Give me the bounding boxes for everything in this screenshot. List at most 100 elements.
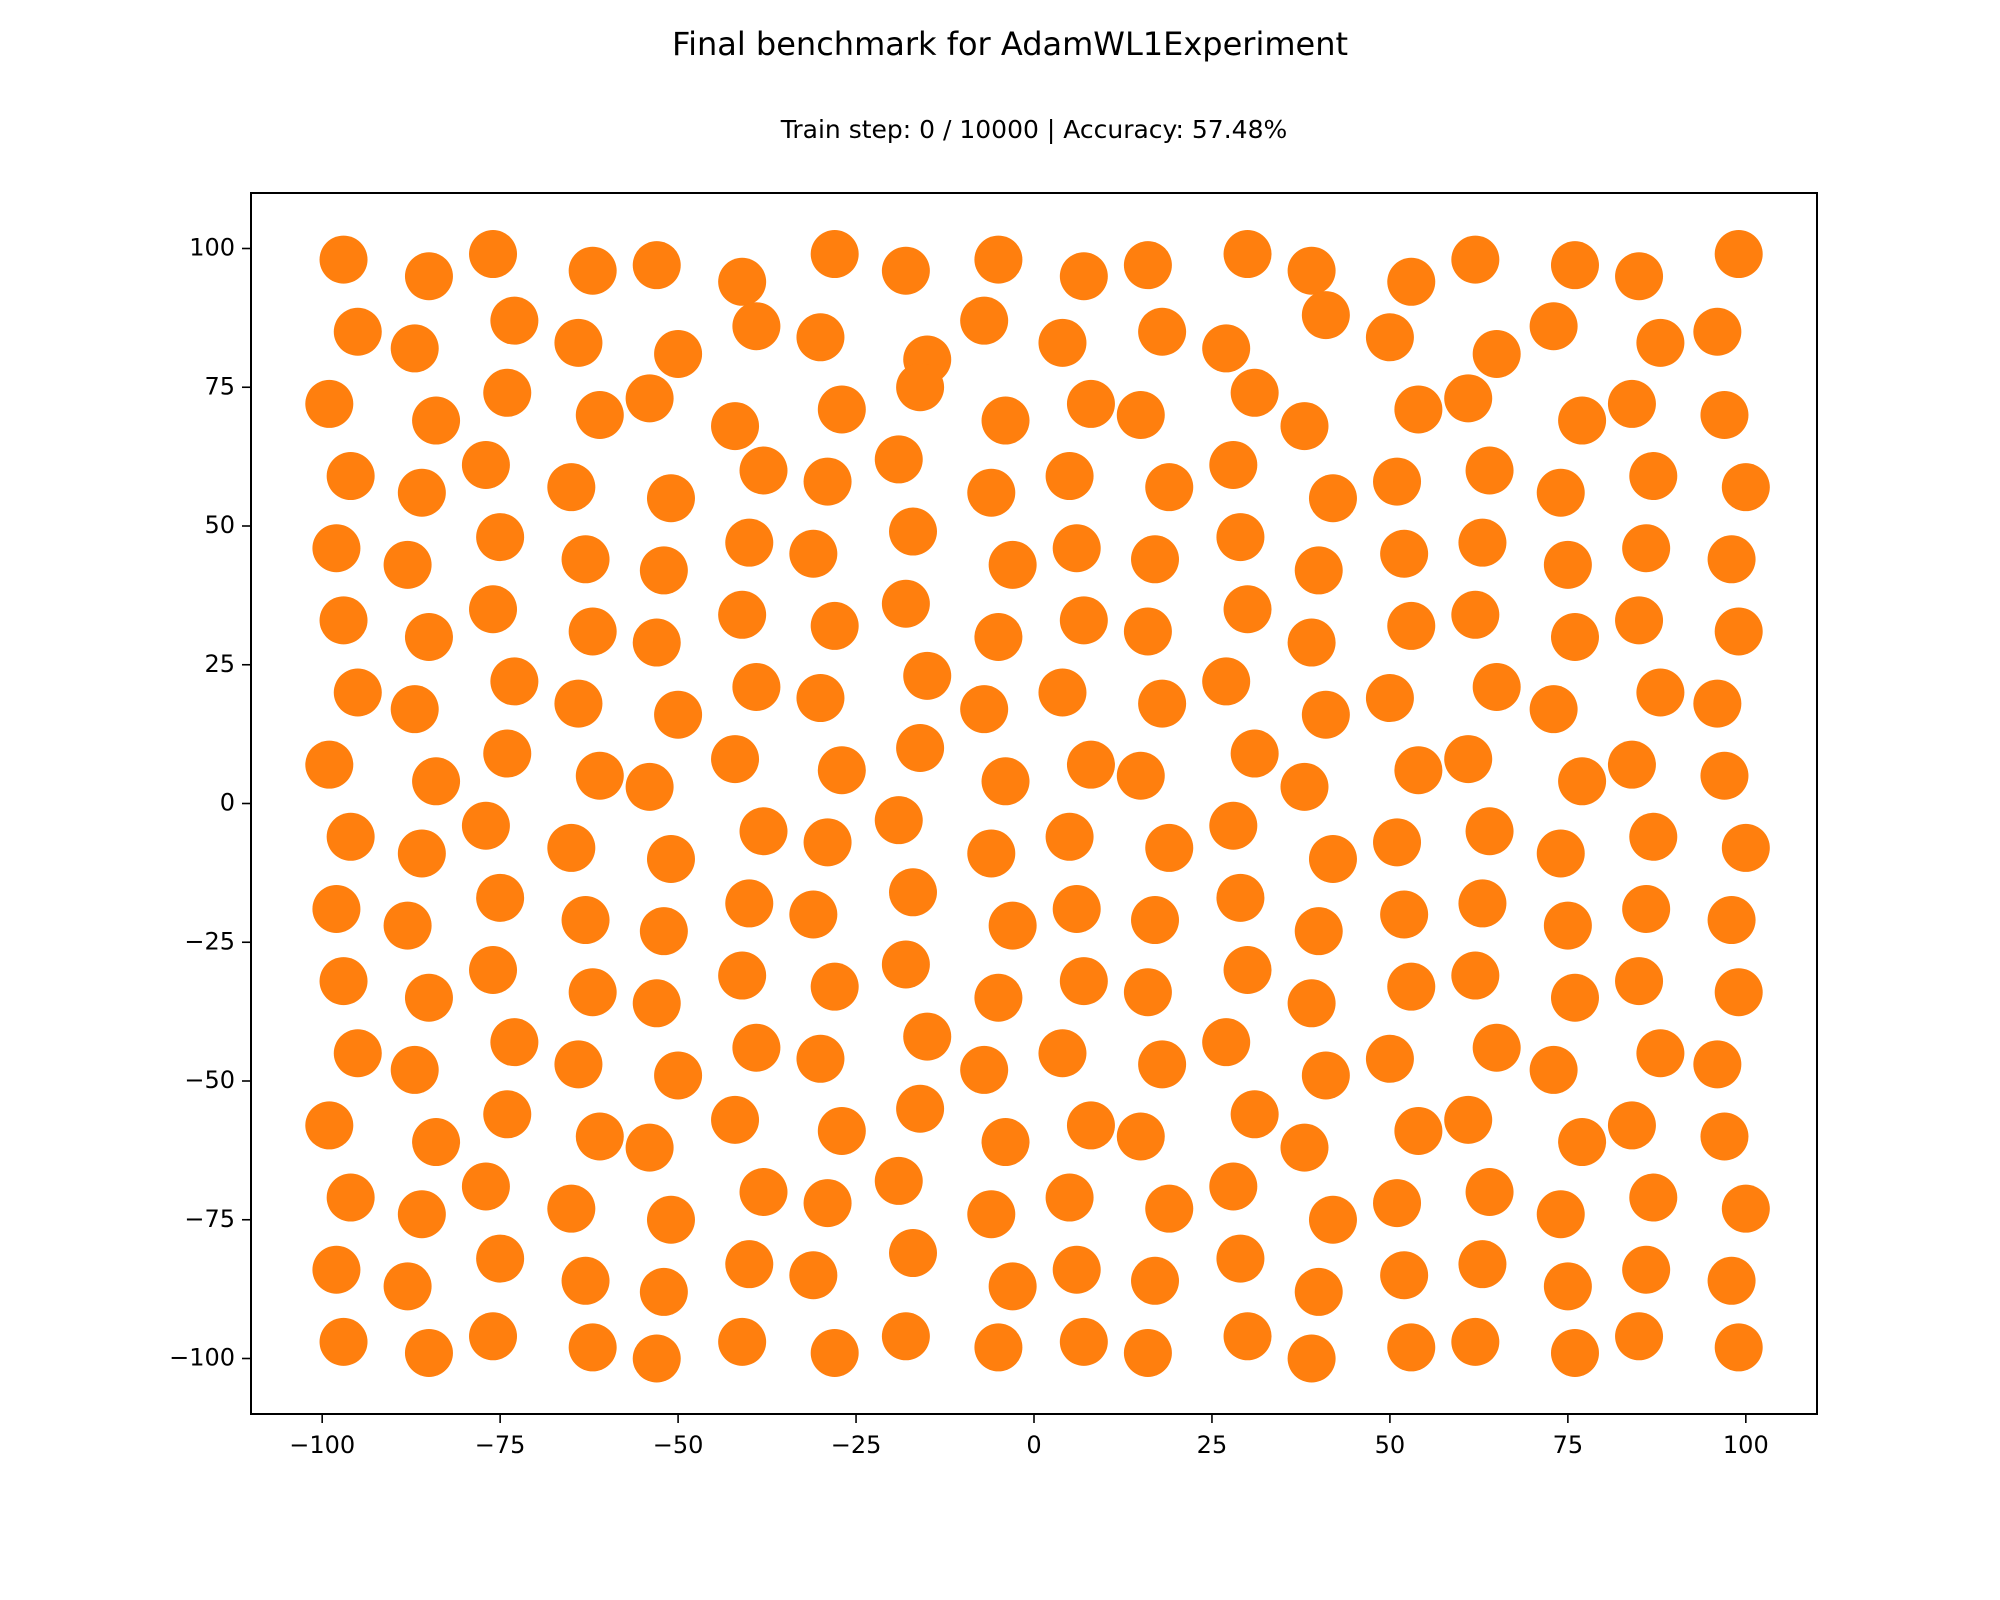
point [960,685,1009,734]
point [718,590,767,639]
point [1387,962,1436,1011]
point [412,396,461,445]
point [718,951,767,1000]
point [654,329,703,378]
point [1380,1251,1429,1300]
point [1636,668,1685,717]
x-tick-label: 75 [1553,1431,1584,1459]
point [547,1184,596,1233]
point [319,957,368,1006]
point [1216,513,1265,562]
y-tick-label: 100 [189,234,235,262]
point [1472,1023,1521,1072]
y-tick-label: −100 [169,1344,235,1372]
point [1280,402,1329,451]
point [646,474,695,523]
point [1714,607,1763,656]
point [967,468,1016,517]
point [711,735,760,784]
point [1287,979,1336,1028]
point [725,879,774,928]
point [383,901,432,950]
point [469,230,518,279]
point [718,257,767,306]
point [1052,884,1101,933]
point [575,751,624,800]
point [1529,685,1578,734]
point [404,613,453,661]
point [1444,735,1493,784]
point [1216,1234,1265,1283]
point [1145,463,1194,512]
point [1451,590,1500,639]
point [333,307,382,356]
x-tick-label: 100 [1723,1431,1769,1459]
point [1387,601,1436,650]
point [1287,618,1336,667]
point [1287,1334,1336,1383]
point [1066,1101,1115,1150]
point [1373,457,1422,506]
point [1294,1267,1343,1316]
point [1451,235,1500,284]
point [1472,662,1521,711]
point [1216,873,1265,922]
point [639,907,688,956]
point [1465,446,1514,495]
point [1472,329,1521,378]
x-tick-label: 25 [1197,1431,1228,1459]
point [718,1317,767,1366]
point [1052,524,1101,573]
point [383,540,432,589]
point [1465,807,1514,856]
point [554,1040,603,1089]
point [1066,740,1115,789]
point [1543,540,1592,589]
point [1123,241,1172,290]
point [1145,1184,1194,1233]
chart-title: Final benchmark for AdamWL1Experiment [672,25,1348,63]
point [817,1106,866,1155]
point [554,679,603,728]
point [1451,1317,1500,1366]
chart-subtitle: Train step: 0 / 10000 | Accuracy: 57.48% [780,115,1287,144]
point [810,230,859,279]
point [326,1173,375,1222]
point [1365,674,1414,723]
point [896,363,945,412]
point [1550,1328,1599,1377]
point [796,313,845,362]
point [469,585,518,634]
point [561,1256,610,1305]
point [1607,740,1656,789]
point [1700,751,1749,800]
point [461,440,510,489]
point [1223,946,1272,994]
point [639,1267,688,1316]
point [312,884,361,933]
point [404,973,453,1022]
point [817,385,866,434]
point [1615,957,1664,1006]
point [1209,440,1258,489]
y-tick-label: −50 [184,1066,235,1094]
point [1038,318,1087,367]
point [1714,1323,1763,1372]
point [810,601,859,650]
point [1465,1168,1514,1216]
point [490,296,539,345]
point [625,374,674,423]
point [1536,1190,1585,1239]
point [1629,812,1678,861]
y-tick-label: 25 [204,650,235,678]
y-tick-label: 50 [204,511,235,539]
point [1138,307,1187,356]
point [1458,518,1507,567]
point [1301,690,1350,739]
point [1622,524,1671,573]
point [1223,585,1272,634]
point [732,662,781,711]
point [1116,1112,1165,1161]
point [896,1084,945,1133]
point [888,1229,937,1278]
